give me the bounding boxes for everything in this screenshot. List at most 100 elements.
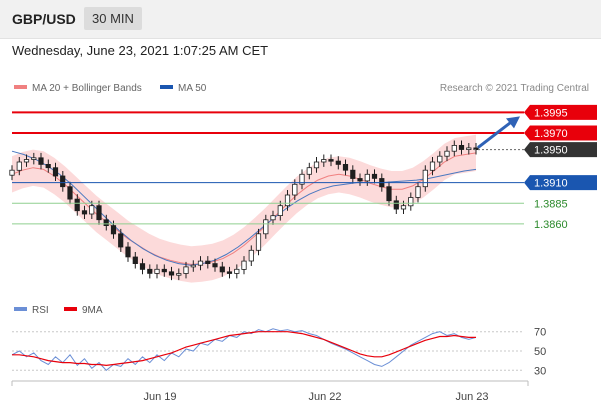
price-level-tag bbox=[524, 104, 597, 120]
candle-body bbox=[444, 150, 450, 157]
candle-body bbox=[190, 264, 196, 268]
candle-body bbox=[9, 169, 15, 176]
price-level-label: 1.3950 bbox=[534, 145, 568, 157]
ma50-line bbox=[11, 150, 477, 266]
forecast-arrow-head bbox=[506, 116, 520, 129]
rsi-tick-label: 50 bbox=[534, 346, 546, 358]
x-tick-label: Jun 23 bbox=[455, 391, 488, 403]
legend-ma20-label: MA 20 + Bollinger Bands bbox=[32, 83, 142, 94]
legend-ma50-label: MA 50 bbox=[178, 83, 207, 94]
candle-body bbox=[386, 186, 392, 202]
candle-body bbox=[81, 210, 88, 215]
candle-body bbox=[393, 200, 399, 210]
price-plot bbox=[9, 134, 479, 283]
candle-body bbox=[335, 160, 341, 165]
candle-body bbox=[139, 263, 146, 270]
candle-body bbox=[270, 215, 276, 221]
timeframe-badge[interactable]: 30 MIN bbox=[84, 7, 142, 30]
candle-body bbox=[52, 167, 59, 177]
candle-body bbox=[168, 271, 175, 276]
candle-body bbox=[197, 260, 204, 266]
candle-body bbox=[31, 157, 37, 160]
legend-rsi-swatch bbox=[14, 307, 27, 311]
timestamp-text: Wednesday, June 23, 2021 1:07:25 AM CET bbox=[12, 43, 269, 58]
legend-ma50-swatch bbox=[160, 85, 173, 89]
candle-body bbox=[342, 163, 349, 171]
candle-body bbox=[241, 260, 247, 270]
candle-body bbox=[103, 219, 109, 227]
price-level-label: 1.3860 bbox=[534, 219, 568, 231]
candle-body bbox=[408, 197, 414, 207]
candle-body bbox=[321, 159, 327, 163]
credit-text: Research © 2021 Trading Central bbox=[440, 83, 589, 94]
candle-body bbox=[248, 249, 254, 262]
currency-pair-title: GBP/USD bbox=[12, 11, 76, 27]
price-level-label: 1.3910 bbox=[534, 178, 568, 190]
candle-body bbox=[422, 169, 428, 188]
price-levels: 1.3995 1.3970 1.3950 1.3910 1.3885 1.3860 bbox=[12, 104, 597, 231]
candle-body bbox=[96, 205, 102, 221]
candle-body bbox=[255, 233, 262, 251]
legend-rsi-label: RSI bbox=[32, 305, 49, 316]
header-bar: GBP/USD 30 MIN bbox=[0, 0, 601, 39]
candle-body bbox=[110, 225, 117, 235]
price-level-label: 1.3995 bbox=[534, 107, 568, 119]
candle-body bbox=[16, 161, 22, 171]
candle-body bbox=[212, 263, 218, 268]
candle-body bbox=[371, 173, 378, 179]
candle-body bbox=[328, 159, 334, 162]
candle-body bbox=[60, 175, 66, 188]
candle-body bbox=[357, 178, 363, 182]
candle-body bbox=[313, 161, 320, 169]
candle-body bbox=[45, 163, 51, 169]
candle-body bbox=[23, 159, 30, 163]
candle-body bbox=[277, 205, 283, 216]
candle-body bbox=[466, 147, 472, 150]
forecast-arrow-shaft bbox=[477, 120, 513, 149]
candle-body bbox=[350, 169, 356, 179]
candle-body bbox=[263, 219, 269, 235]
candle-body bbox=[458, 144, 465, 150]
candle-body bbox=[306, 167, 312, 175]
rsi-9ma-line bbox=[12, 331, 476, 367]
candle-body bbox=[176, 273, 182, 276]
legend-9ma-swatch bbox=[64, 307, 77, 311]
candle-body bbox=[125, 246, 131, 258]
candle-body bbox=[183, 266, 189, 274]
candle-body bbox=[234, 268, 240, 274]
x-tick-label: Jun 19 bbox=[143, 391, 176, 403]
price-level-tag bbox=[524, 142, 597, 158]
candle-body bbox=[74, 198, 80, 212]
candle-body bbox=[437, 155, 443, 163]
candle-body bbox=[38, 157, 44, 165]
candle-body bbox=[451, 144, 457, 152]
price-level-tag bbox=[524, 125, 597, 141]
price-level-label: 1.3970 bbox=[534, 128, 568, 140]
rsi-plot: 70 50 30 bbox=[11, 327, 546, 377]
candle-body bbox=[299, 173, 305, 185]
candle-body bbox=[429, 161, 436, 171]
price-level-label: 1.3885 bbox=[534, 198, 568, 210]
rsi-tick-label: 30 bbox=[534, 365, 546, 377]
candle-body bbox=[205, 260, 211, 265]
candle-body bbox=[67, 186, 73, 200]
x-tick-label: Jun 22 bbox=[308, 391, 341, 403]
candle-body bbox=[147, 268, 153, 274]
candle-body bbox=[400, 205, 407, 210]
candle-body bbox=[219, 266, 225, 273]
legend-9ma-label: 9MA bbox=[82, 305, 103, 316]
candle-body bbox=[292, 183, 298, 196]
candle-body bbox=[132, 256, 138, 264]
candle-body bbox=[284, 194, 291, 207]
candle-body bbox=[226, 271, 233, 274]
rsi-tick-label: 70 bbox=[534, 327, 546, 339]
candle-body bbox=[161, 268, 167, 273]
legend-ma20-swatch bbox=[14, 85, 27, 89]
candle-body bbox=[364, 173, 370, 182]
candle-body bbox=[89, 205, 95, 215]
candle-body bbox=[154, 268, 160, 274]
candle-body bbox=[118, 233, 124, 248]
rsi-line bbox=[11, 328, 477, 371]
price-level-tag bbox=[524, 175, 597, 191]
